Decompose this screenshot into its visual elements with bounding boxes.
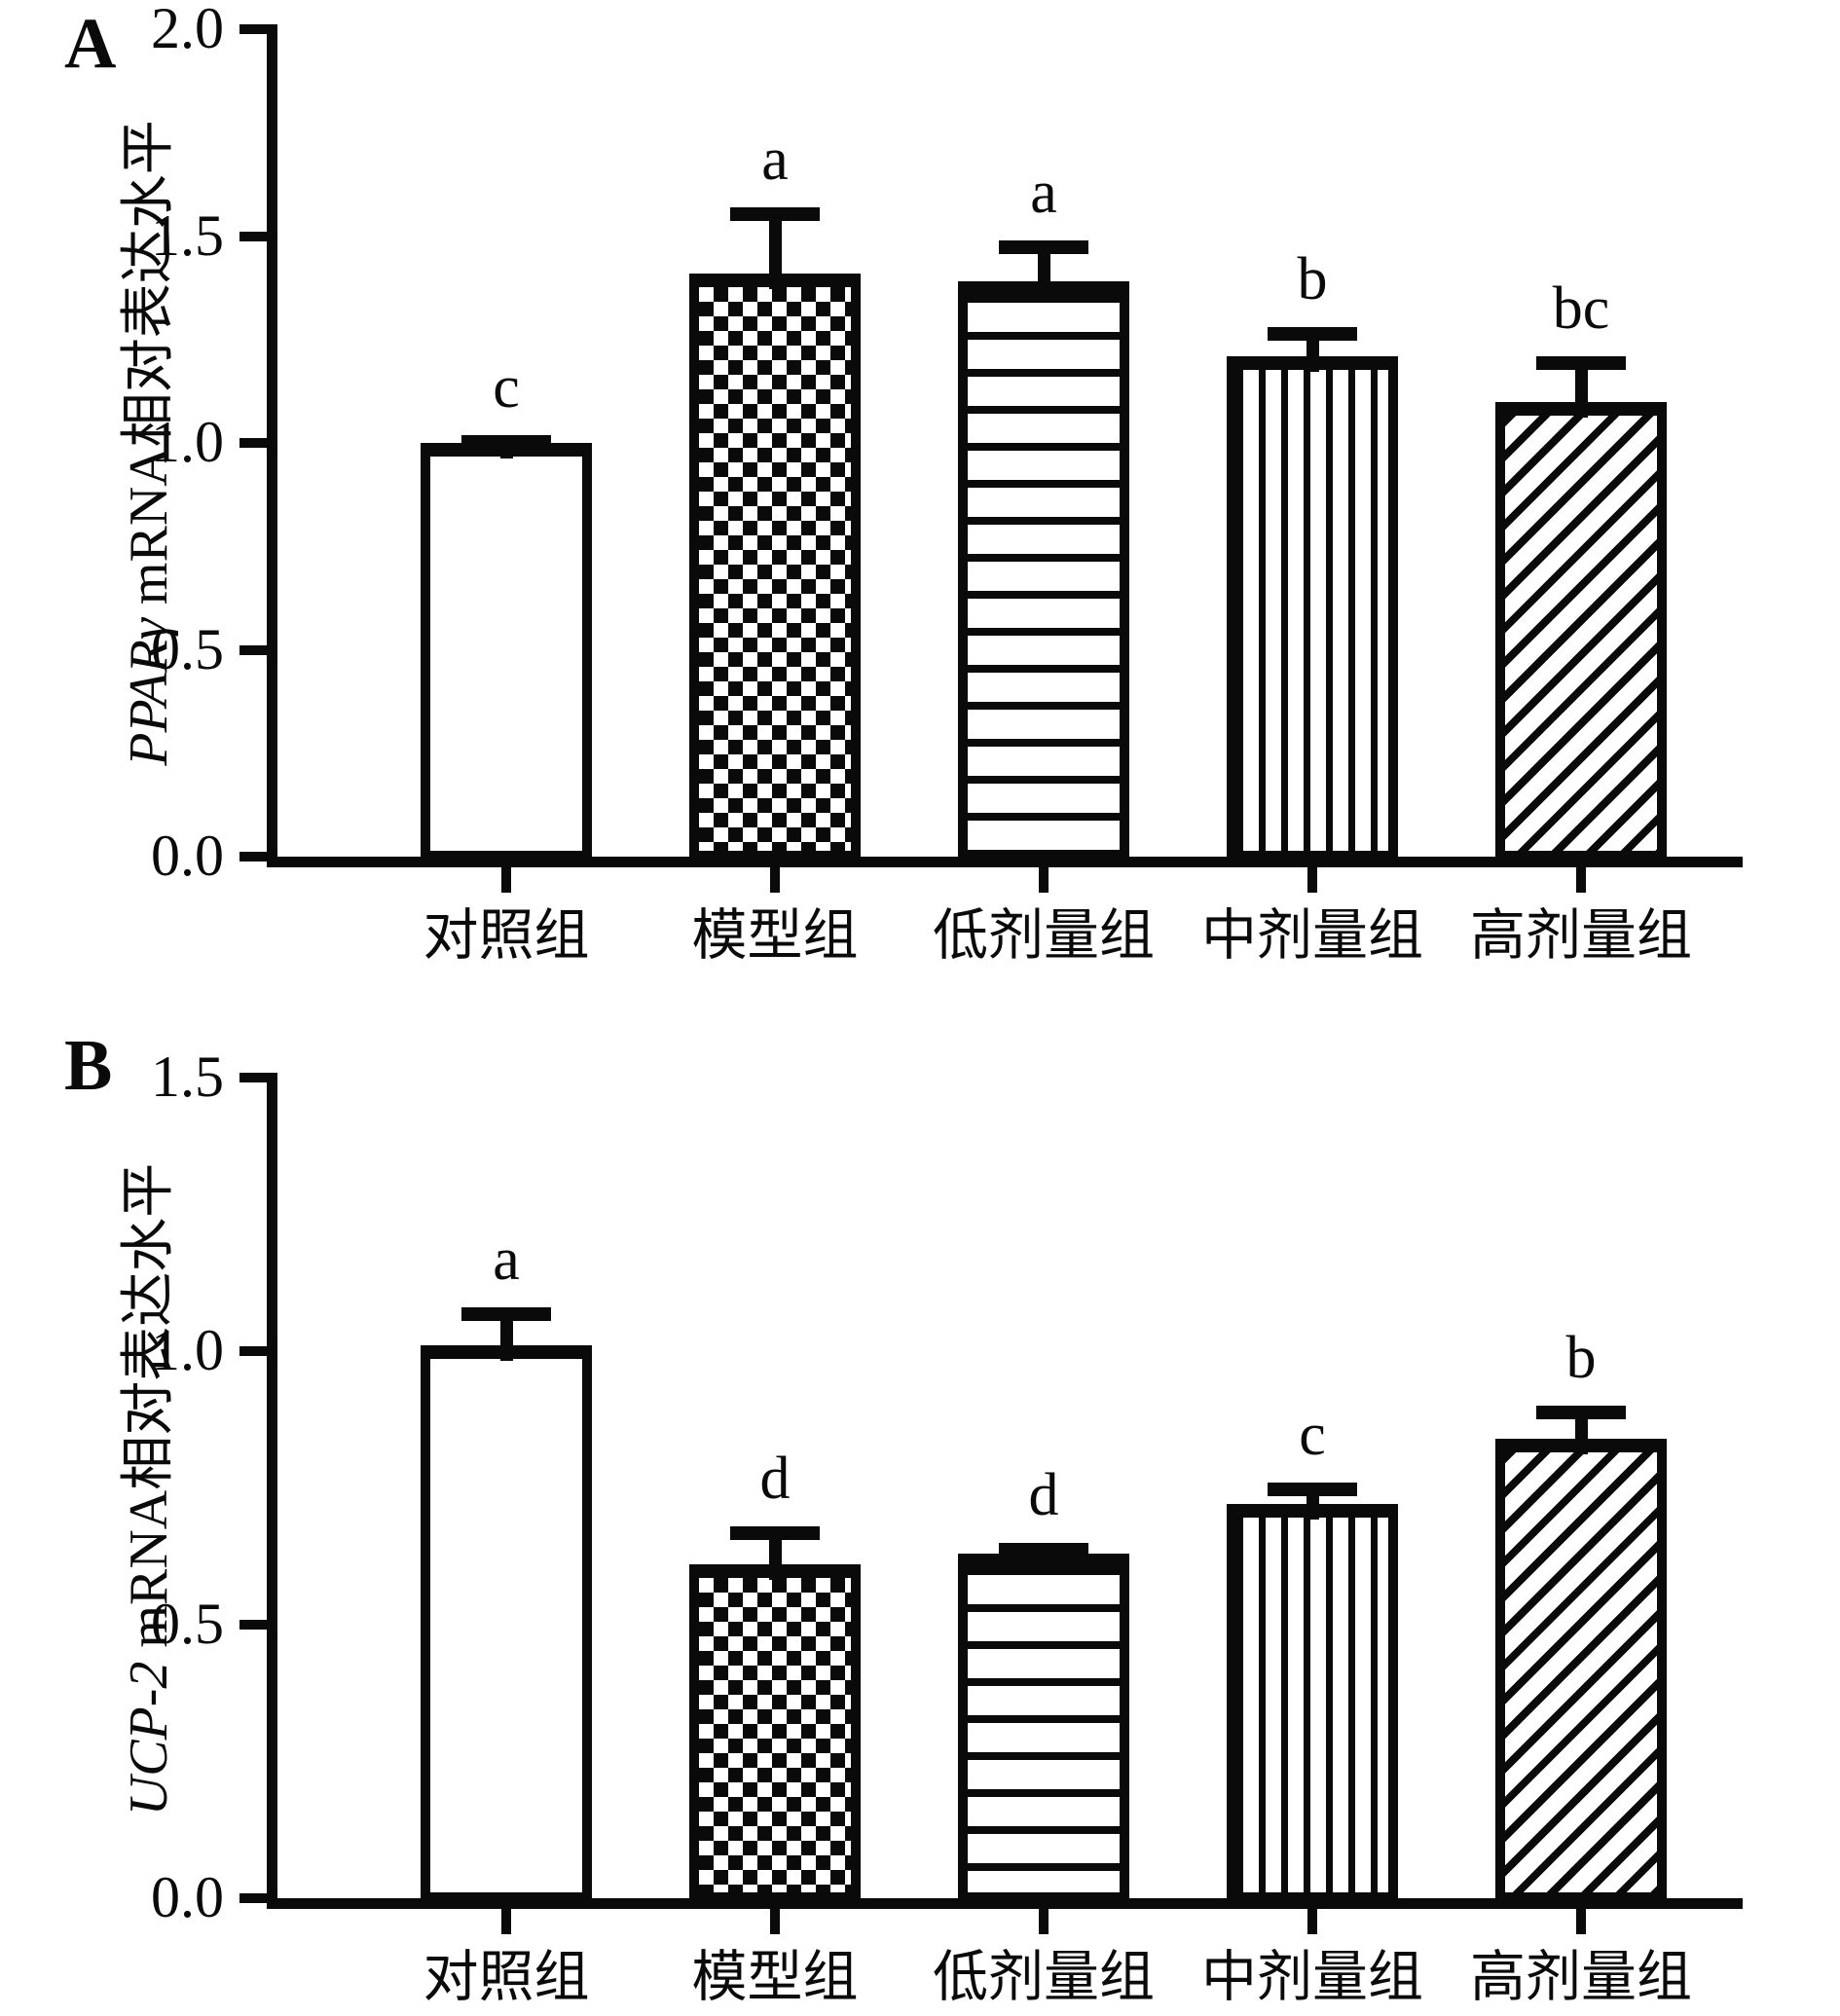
panel-b-letter: B [64,1026,113,1106]
bar-5 [1495,1438,1667,1902]
y-tick [239,1073,267,1082]
x-category-label: 中剂量组 [1201,905,1423,967]
significance-letter: d [759,1445,791,1512]
error-bar-cap [1268,1482,1357,1496]
y-axis [267,24,277,867]
error-bar-cap [1268,327,1357,341]
x-tick [1576,867,1586,893]
error-bar-cap [461,434,551,449]
error-bar-stem [1306,1493,1319,1521]
y-tick [239,852,267,861]
significance-letter: a [493,1227,520,1294]
error-bar-cap [999,1542,1088,1557]
y-tick-label: 0.5 [151,616,224,681]
y-tick-label: 1.0 [151,410,224,474]
y-tick [239,231,267,241]
bar-2 [689,1564,861,1902]
x-category-label: 高剂量组 [1470,1947,1692,2008]
x-category-label: 对照组 [423,905,590,967]
error-bar-cap [730,1525,820,1540]
error-bar-stem [768,1537,782,1581]
y-tick [239,24,267,34]
bar-1 [421,1345,592,1902]
gene-name-ucp-2: UCP-2 [119,1661,179,1816]
x-category-label: 模型组 [691,905,859,967]
bar-3 [958,281,1129,861]
error-bar-cap [730,206,820,221]
y-tick-label: 1.0 [151,1318,224,1382]
x-tick [1307,867,1317,893]
x-category-label: 对照组 [423,1947,590,2008]
error-bar-stem [768,218,782,289]
significance-letter: a [761,126,789,193]
significance-letter: b [1297,246,1328,312]
error-bar-cap [461,1307,551,1322]
error-bar-stem [1037,1554,1050,1569]
y-tick-label: 1.5 [151,202,224,268]
x-tick [770,1909,780,1934]
y-tick-label: 0.0 [151,1865,224,1929]
x-category-label: 模型组 [691,1947,859,2008]
panel-b-y-axis-title: UCP-2 mRNA相对表达水平 [115,1037,183,1942]
bar-2 [689,273,861,861]
y-tick-label: 2.0 [151,0,224,60]
y-tick-label: 1.5 [151,1045,224,1109]
error-bar-cap [999,239,1088,254]
error-bar-stem [499,1319,513,1362]
x-axis [267,1898,1743,1909]
bar-4 [1227,1504,1398,1902]
significance-letter: bc [1552,275,1610,342]
panel-a-y-axis-title-text: mRNA相对表达水平 [119,120,179,619]
error-bar-stem [1574,367,1588,418]
x-category-label: 中剂量组 [1201,1947,1423,2008]
significance-letter: c [1299,1401,1326,1468]
x-tick [1576,1909,1586,1934]
y-tick [239,1346,267,1356]
significance-letter: c [493,353,520,421]
error-bar-cap [1536,1406,1626,1420]
significance-letter: b [1565,1325,1597,1392]
error-bar-stem [499,446,513,458]
error-bar-stem [1574,1417,1588,1454]
bar-4 [1227,355,1398,861]
panel-a-letter: A [64,4,117,84]
y-tick [239,644,267,655]
x-tick [501,1909,511,1934]
x-axis [267,857,1743,867]
y-tick [239,438,267,448]
error-bar-stem [1037,251,1050,298]
x-tick [770,867,780,893]
x-category-label: 高剂量组 [1470,905,1692,967]
x-tick [1307,1909,1317,1934]
significance-letter: a [1030,159,1057,226]
y-axis [267,1073,277,1909]
error-bar-stem [1306,339,1319,372]
y-tick-label: 0.5 [151,1592,224,1656]
significance-letter: d [1028,1461,1059,1528]
x-category-label: 低剂量组 [933,1947,1155,2008]
panel-b-y-axis-title-text: mRNA相对表达水平 [119,1162,179,1662]
bar-5 [1495,401,1667,861]
error-bar-cap [1536,355,1626,370]
y-tick [239,1620,267,1630]
bar-1 [421,443,592,861]
bar-3 [958,1553,1129,1902]
y-tick-label: 0.0 [151,824,224,888]
x-category-label: 低剂量组 [933,905,1155,967]
y-tick [239,1893,267,1903]
x-tick [1039,867,1049,893]
x-tick [501,867,511,893]
x-tick [1039,1909,1049,1934]
